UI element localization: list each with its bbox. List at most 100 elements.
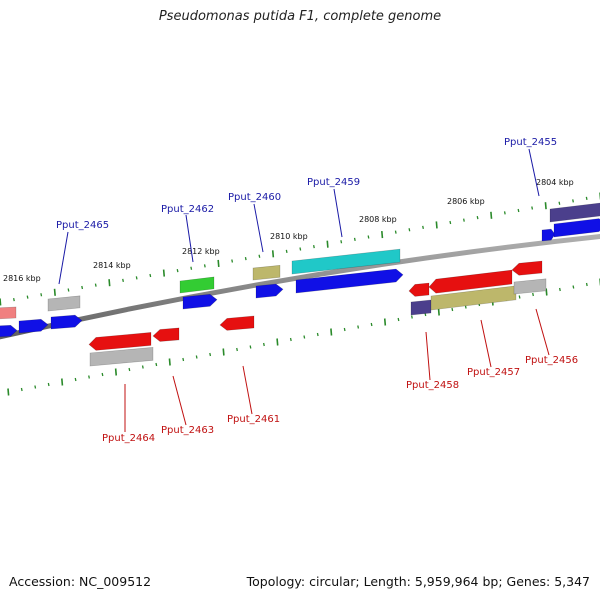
gene-label-pput-2462[interactable]: Pput_2462: [161, 204, 214, 215]
leader-line: [185, 214, 194, 263]
tick-mark: [67, 288, 70, 292]
gene-label-pput-2463[interactable]: Pput_2463: [161, 425, 214, 436]
leader-line: [535, 308, 550, 356]
kbp-label: 2816 kbp: [3, 274, 41, 283]
tick-mark: [517, 208, 520, 213]
kbp-label: 2812 kbp: [182, 247, 220, 256]
tick-mark: [572, 285, 575, 289]
kbp-label: 2804 kbp: [536, 178, 574, 187]
tick-mark: [410, 315, 413, 319]
kbp-labels: 2816 kbp 2814 kbp 2812 kbp 2810 kbp 2808…: [3, 178, 574, 283]
tick-mark: [435, 221, 438, 229]
gene-arrow[interactable]: [0, 306, 17, 320]
tick-mark: [114, 368, 118, 376]
reverse-features: [88, 260, 547, 367]
tick-mark: [408, 228, 411, 232]
gene-arrow[interactable]: [511, 260, 543, 276]
tick-mark: [464, 305, 467, 309]
tick-mark: [128, 367, 131, 372]
gene-label-pput-2464[interactable]: Pput_2464: [102, 433, 155, 444]
tick-mark: [312, 244, 315, 249]
tick-mark: [81, 285, 84, 290]
tick-mark: [276, 338, 279, 346]
leader-line: [58, 231, 69, 285]
gene-label-pput-2458[interactable]: Pput_2458: [406, 380, 459, 391]
tick-mark: [381, 230, 384, 239]
gene-label-pput-2455[interactable]: Pput_2455: [504, 137, 557, 148]
tick-mark: [141, 365, 144, 369]
tick-mark: [258, 254, 261, 258]
tick-mark: [40, 293, 43, 297]
tick-mark: [572, 199, 574, 203]
tick-mark: [532, 292, 534, 297]
gene-label-pput-2461[interactable]: Pput_2461: [227, 414, 280, 425]
tick-mark: [101, 372, 104, 377]
tick-mark: [231, 259, 234, 263]
gene-arrow[interactable]: [553, 218, 600, 238]
tick-mark: [383, 318, 387, 326]
tick-mark: [531, 206, 534, 210]
tick-mark: [343, 327, 346, 332]
gene-arrow[interactable]: [549, 202, 600, 223]
gene-arrow[interactable]: [430, 285, 517, 311]
gene-arrow[interactable]: [179, 276, 215, 294]
tick-mark: [203, 264, 206, 268]
tick-mark: [289, 337, 292, 342]
tick-mark: [503, 211, 506, 215]
tick-mark: [326, 240, 329, 248]
tick-mark: [217, 259, 220, 268]
tick-mark: [367, 235, 370, 239]
gene-arrow[interactable]: [428, 269, 513, 294]
gene-label-pput-2460[interactable]: Pput_2460: [228, 192, 281, 203]
tick-mark: [545, 288, 548, 296]
tick-mark: [7, 388, 10, 396]
gene-arrow[interactable]: [255, 283, 284, 299]
gene-arrow[interactable]: [219, 315, 255, 331]
gene-arrow[interactable]: [152, 327, 180, 342]
tick-mark: [244, 257, 247, 261]
gene-arrow[interactable]: [410, 299, 432, 316]
tick-mark: [585, 282, 588, 287]
tick-mark: [585, 196, 588, 201]
gene-label-pput-2459[interactable]: Pput_2459: [307, 177, 360, 188]
gene-arrow[interactable]: [88, 332, 152, 351]
tick-mark: [61, 378, 64, 386]
gene-arrow[interactable]: [295, 268, 404, 294]
gene-arrow[interactable]: [252, 264, 281, 281]
gene-arrow[interactable]: [182, 293, 218, 310]
gene-arrow[interactable]: [0, 324, 18, 338]
gene-arrow[interactable]: [513, 278, 547, 295]
tick-mark: [249, 345, 252, 349]
tick-mark: [190, 266, 193, 270]
tick-mark: [94, 283, 97, 287]
gene-arrow[interactable]: [18, 318, 49, 334]
leader-line: [480, 319, 492, 368]
gene-label-pput-2456[interactable]: Pput_2456: [525, 355, 578, 366]
gene-arrow[interactable]: [541, 228, 556, 242]
gene-label-pput-2457[interactable]: Pput_2457: [467, 367, 520, 378]
tick-mark: [285, 249, 288, 254]
tick-mark: [357, 325, 360, 329]
gene-arrow[interactable]: [291, 248, 401, 275]
tick-mark: [222, 348, 225, 356]
tick-mark: [74, 377, 77, 382]
gene-arrow[interactable]: [89, 347, 154, 367]
tick-mark: [26, 295, 29, 299]
tick-mark: [236, 347, 238, 352]
gene-label-pput-2465[interactable]: Pput_2465: [56, 220, 109, 231]
tick-mark: [271, 250, 275, 258]
tick-mark: [88, 375, 90, 379]
gene-arrow[interactable]: [50, 314, 83, 330]
gene-arrow[interactable]: [408, 282, 430, 297]
tick-mark: [490, 211, 493, 219]
gene-arrow[interactable]: [47, 295, 81, 312]
tick-mark: [340, 240, 343, 244]
kbp-label: 2808 kbp: [359, 215, 397, 224]
kbp-label: 2806 kbp: [447, 197, 485, 206]
tick-mark: [451, 307, 454, 312]
accession-text: Accession: NC_009512: [9, 574, 152, 589]
tick-mark: [370, 322, 373, 327]
tick-mark: [209, 352, 212, 357]
tick-mark: [558, 201, 561, 205]
tick-mark: [544, 202, 547, 210]
